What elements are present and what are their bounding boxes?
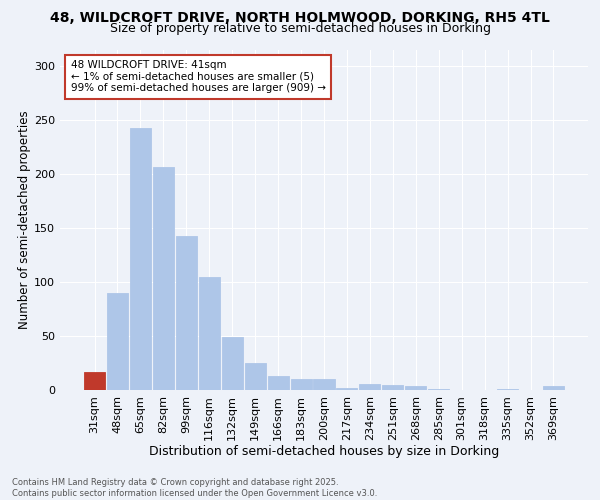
Bar [221,337,243,390]
Bar [268,376,289,390]
Bar [130,128,151,390]
Bar [497,389,518,390]
Text: Contains HM Land Registry data © Crown copyright and database right 2025.
Contai: Contains HM Land Registry data © Crown c… [12,478,377,498]
Bar [337,388,358,390]
Bar [176,236,197,390]
Text: 48, WILDCROFT DRIVE, NORTH HOLMWOOD, DORKING, RH5 4TL: 48, WILDCROFT DRIVE, NORTH HOLMWOOD, DOR… [50,11,550,25]
Bar [107,293,128,390]
Bar [382,384,403,390]
Bar [405,386,427,390]
Bar [84,372,105,390]
Text: 48 WILDCROFT DRIVE: 41sqm
← 1% of semi-detached houses are smaller (5)
99% of se: 48 WILDCROFT DRIVE: 41sqm ← 1% of semi-d… [71,60,326,94]
Text: Size of property relative to semi-detached houses in Dorking: Size of property relative to semi-detach… [110,22,491,35]
Bar [199,276,220,390]
Y-axis label: Number of semi-detached properties: Number of semi-detached properties [18,110,31,330]
Bar [359,384,380,390]
Bar [428,389,449,390]
Bar [313,379,335,390]
Bar [290,379,311,390]
Bar [153,166,174,390]
X-axis label: Distribution of semi-detached houses by size in Dorking: Distribution of semi-detached houses by … [149,446,499,458]
Bar [245,363,266,390]
Bar [543,386,564,390]
